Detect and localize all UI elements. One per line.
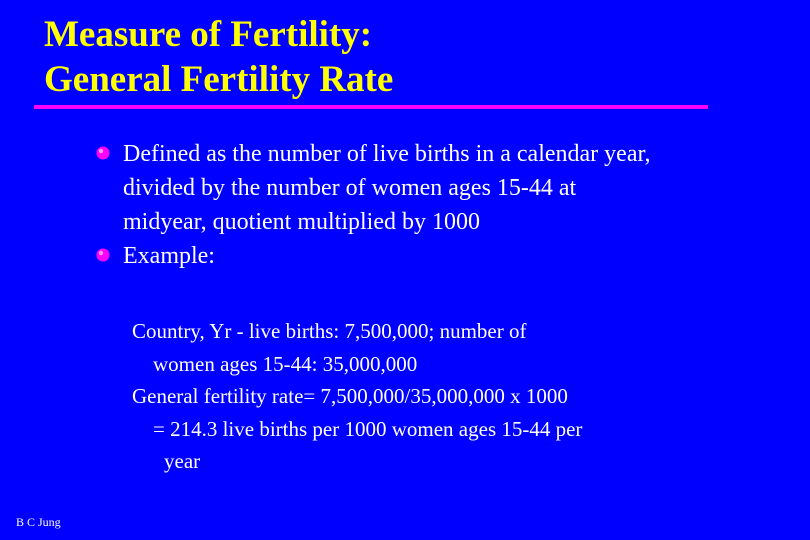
bullet-item-example: Example: xyxy=(96,239,656,273)
example-line-4: = 214.3 live births per 1000 women ages … xyxy=(153,416,583,441)
footer-author: B C Jung xyxy=(16,515,61,529)
title-line-2: General Fertility Rate xyxy=(44,59,394,100)
example-line-2: women ages 15-44: 35,000,000 xyxy=(153,351,418,376)
bullet-text-definition: Defined as the number of live births in … xyxy=(123,141,651,235)
slide-title: Measure of Fertility: General Fertility … xyxy=(44,12,393,102)
diamond-bullet-icon xyxy=(96,146,110,160)
example-block: Country, Yr - live births: 7,500,000; nu… xyxy=(132,315,582,478)
example-line-5: year xyxy=(164,449,201,473)
bullet-item-definition: Defined as the number of live births in … xyxy=(96,137,656,239)
example-line-3: General fertility rate= 7,500,000/35,000… xyxy=(132,384,568,408)
example-line-1: Country, Yr - live births: 7,500,000; nu… xyxy=(132,319,527,343)
bullet-text-example: Example: xyxy=(123,243,215,269)
title-line-1: Measure of Fertility: xyxy=(44,14,373,55)
title-underline-rule xyxy=(34,105,708,109)
diamond-bullet-icon xyxy=(96,248,110,262)
bullet-list: Defined as the number of live births in … xyxy=(96,137,656,273)
